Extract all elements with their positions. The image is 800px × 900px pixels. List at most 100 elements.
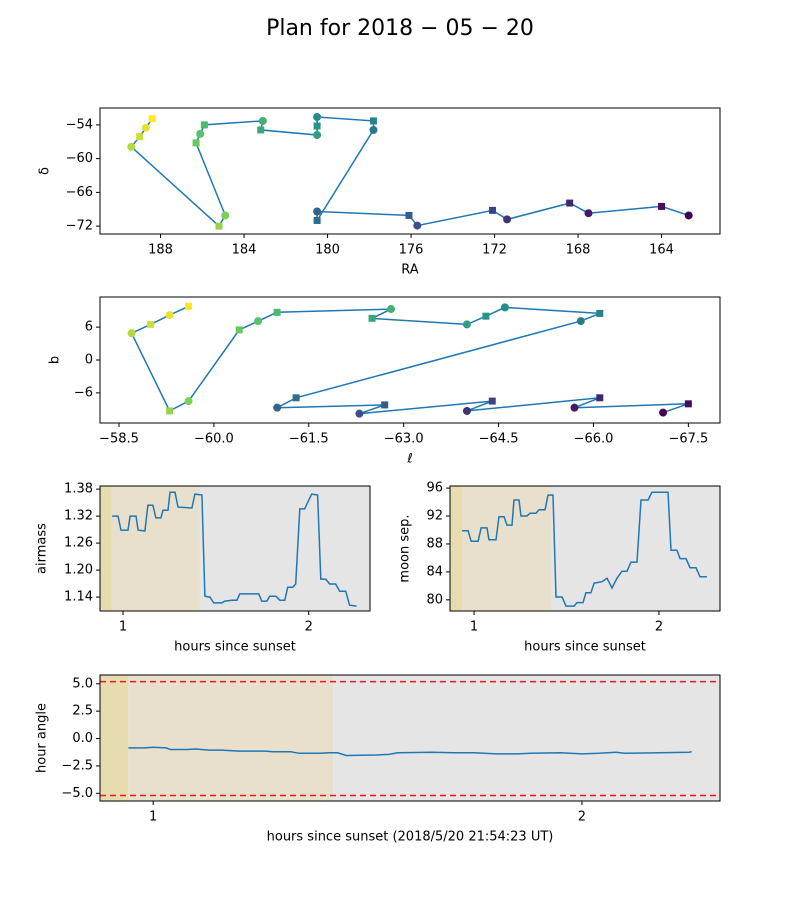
x-tick-label: 164 bbox=[649, 243, 674, 258]
scatter-point bbox=[387, 305, 396, 314]
scatter-point bbox=[127, 329, 136, 338]
y-tick-label: −54 bbox=[66, 117, 93, 132]
y-axis-label: δ bbox=[38, 167, 53, 175]
y-tick-label: 1.32 bbox=[64, 509, 93, 524]
scatter-point bbox=[576, 317, 585, 326]
shaded-span bbox=[100, 675, 129, 801]
scatter-point bbox=[192, 139, 200, 147]
y-tick-label: 2.5 bbox=[72, 704, 93, 719]
x-tick-label: 168 bbox=[566, 243, 591, 258]
scatter-point bbox=[200, 121, 208, 129]
y-tick-label: −2.5 bbox=[61, 758, 93, 773]
x-tick-label: 1 bbox=[470, 620, 478, 635]
y-tick-label: 84 bbox=[426, 564, 443, 579]
scatter-point bbox=[596, 309, 604, 317]
x-tick-label: −63.0 bbox=[384, 432, 424, 447]
scatter-point bbox=[313, 217, 321, 224]
scatter-point bbox=[658, 202, 666, 210]
scatter-point bbox=[596, 394, 604, 402]
y-tick-label: 1.20 bbox=[64, 563, 93, 578]
data-line bbox=[128, 746, 692, 757]
scatter-point bbox=[221, 211, 230, 220]
scatter-point bbox=[488, 397, 496, 405]
scatter-point bbox=[368, 314, 376, 322]
x-tick-label: 176 bbox=[399, 243, 424, 258]
scatter-point bbox=[313, 113, 322, 121]
scatter-point bbox=[148, 115, 156, 123]
scatter-point bbox=[215, 222, 223, 230]
subplot: 1 2 1.38 1.32 1.26 1.20 1.14 hours since sunset… bbox=[35, 482, 371, 655]
scatter-point bbox=[136, 133, 144, 141]
axes-frame bbox=[99, 674, 721, 802]
plot-area bbox=[100, 297, 720, 423]
data-line bbox=[462, 491, 707, 607]
scatter-point bbox=[254, 317, 263, 326]
scatter-point bbox=[313, 131, 322, 139]
x-tick-label: 1 bbox=[149, 810, 157, 825]
scatter-point bbox=[381, 401, 389, 409]
scatter-point bbox=[570, 403, 579, 412]
shaded-span bbox=[550, 486, 720, 611]
y-tick-label: 0.0 bbox=[72, 731, 93, 746]
y-tick-label: −60 bbox=[66, 151, 93, 166]
y-tick-label: 88 bbox=[426, 536, 443, 551]
x-tick-label: 2 bbox=[578, 810, 586, 825]
x-axis-label: hours since sunset bbox=[524, 640, 646, 655]
y-axis-label: airmass bbox=[35, 523, 50, 574]
y-tick-label: 1.26 bbox=[64, 536, 93, 551]
x-axis-label: ℓ bbox=[406, 452, 412, 467]
subplot: 1 2 5.0 2.5 0.0 −2.5 −5.0 hours since sunset (2… bbox=[35, 674, 721, 845]
scatter-point bbox=[147, 320, 155, 328]
x-tick-label: −66.0 bbox=[574, 432, 614, 447]
shaded-span bbox=[100, 486, 112, 611]
scatter-point bbox=[684, 400, 692, 408]
subplot: 1 2 96 92 88 84 80 hours since sunset moon sep. bbox=[398, 481, 721, 655]
y-tick-label: 6 bbox=[85, 320, 93, 335]
x-tick-label: −58.5 bbox=[99, 432, 139, 447]
scatter-point bbox=[257, 126, 265, 134]
x-tick-label: 2 bbox=[655, 620, 663, 635]
scatter-point bbox=[369, 117, 377, 125]
scatter-point bbox=[273, 308, 281, 316]
x-axis-label: hours since sunset bbox=[174, 640, 296, 655]
scatter-point bbox=[355, 409, 364, 418]
scatter-point bbox=[369, 125, 378, 134]
scatter-point bbox=[659, 408, 668, 417]
shaded-span bbox=[333, 675, 720, 801]
y-axis-label: hour angle bbox=[35, 703, 50, 773]
y-tick-label: 92 bbox=[426, 509, 443, 524]
data-line bbox=[112, 491, 357, 607]
shaded-span bbox=[462, 486, 551, 611]
figure-title: Plan for 2018 − 05 − 20 bbox=[266, 16, 534, 41]
scatter-point bbox=[235, 326, 243, 334]
shaded-span bbox=[128, 675, 334, 801]
scatter-point bbox=[165, 311, 174, 320]
y-tick-label: −66 bbox=[66, 185, 93, 200]
scatter-point bbox=[584, 209, 593, 218]
scatter-point bbox=[488, 206, 496, 214]
x-tick-label: 2 bbox=[305, 620, 313, 635]
x-axis-label: hours since sunset (2018/5/20 21:54:23 U… bbox=[267, 830, 554, 845]
subplot: −58.5 −60.0 −61.5 −63.0 −64.5 −66.0 −67.5 6 0 −6 ℓ… bbox=[48, 296, 721, 467]
x-axis-label: RA bbox=[401, 263, 419, 278]
x-tick-label: 1 bbox=[119, 620, 127, 635]
y-tick-label: −6 bbox=[74, 385, 93, 400]
y-tick-label: 1.38 bbox=[64, 482, 93, 497]
scatter-point bbox=[258, 116, 267, 125]
scatter-point bbox=[196, 129, 205, 138]
y-axis-label: b bbox=[48, 356, 63, 364]
scatter-point bbox=[292, 394, 300, 402]
axes-frame bbox=[449, 485, 721, 612]
scatter-point bbox=[462, 320, 471, 329]
scatter-point bbox=[313, 122, 321, 130]
y-tick-label: 1.14 bbox=[64, 590, 93, 605]
y-tick-label: −5.0 bbox=[61, 786, 93, 801]
scatter-point bbox=[684, 211, 693, 220]
x-tick-label: −61.5 bbox=[289, 432, 329, 447]
y-tick-label: 0 bbox=[85, 353, 93, 368]
shaded-span bbox=[199, 486, 370, 611]
x-tick-label: −64.5 bbox=[479, 432, 519, 447]
scatter-point bbox=[405, 211, 413, 219]
y-tick-label: 5.0 bbox=[72, 676, 93, 691]
